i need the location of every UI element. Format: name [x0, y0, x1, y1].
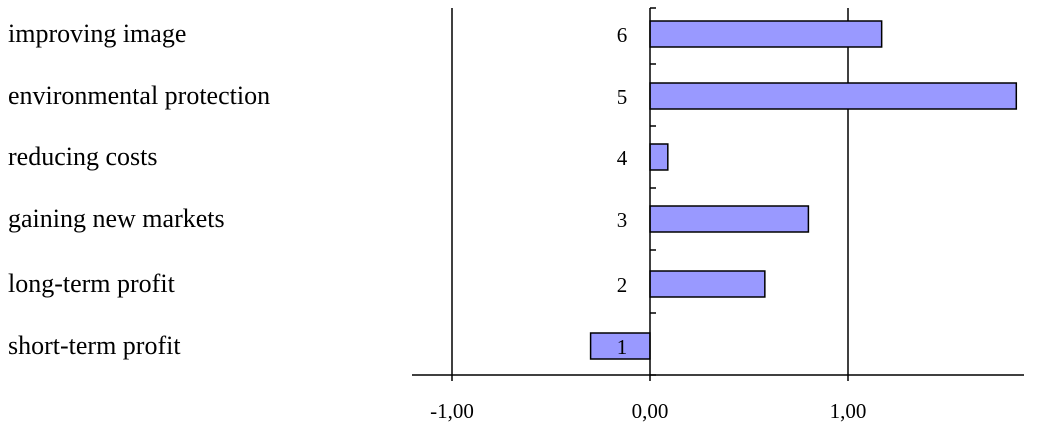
category-number: 5	[617, 85, 628, 109]
bars	[589, 20, 1018, 360]
bar-4	[649, 143, 669, 171]
category-label: gaining new markets	[8, 204, 225, 233]
category-number: 1	[617, 335, 628, 359]
category-label: improving image	[8, 19, 186, 48]
x-tick-label: 0,00	[632, 399, 669, 423]
bar-6	[649, 20, 883, 48]
category-number: 2	[617, 273, 628, 297]
x-tick-label: -1,00	[430, 399, 474, 423]
category-label: long-term profit	[8, 269, 176, 298]
gridlines	[451, 8, 849, 375]
category-number: 6	[617, 23, 628, 47]
bar-3	[649, 205, 810, 233]
category-number: 4	[617, 146, 628, 170]
bar-2	[649, 270, 766, 298]
labels: -1,00 0,00 1,00 short-term profit 1 long-term…	[8, 19, 866, 423]
category-label: short-term profit	[8, 331, 181, 360]
category-label: reducing costs	[8, 142, 157, 171]
category-label: environmental protection	[8, 81, 270, 110]
x-tick-label: 1,00	[830, 399, 867, 423]
axes	[412, 7, 1024, 381]
category-number: 3	[617, 208, 628, 232]
bar-5	[649, 82, 1018, 110]
